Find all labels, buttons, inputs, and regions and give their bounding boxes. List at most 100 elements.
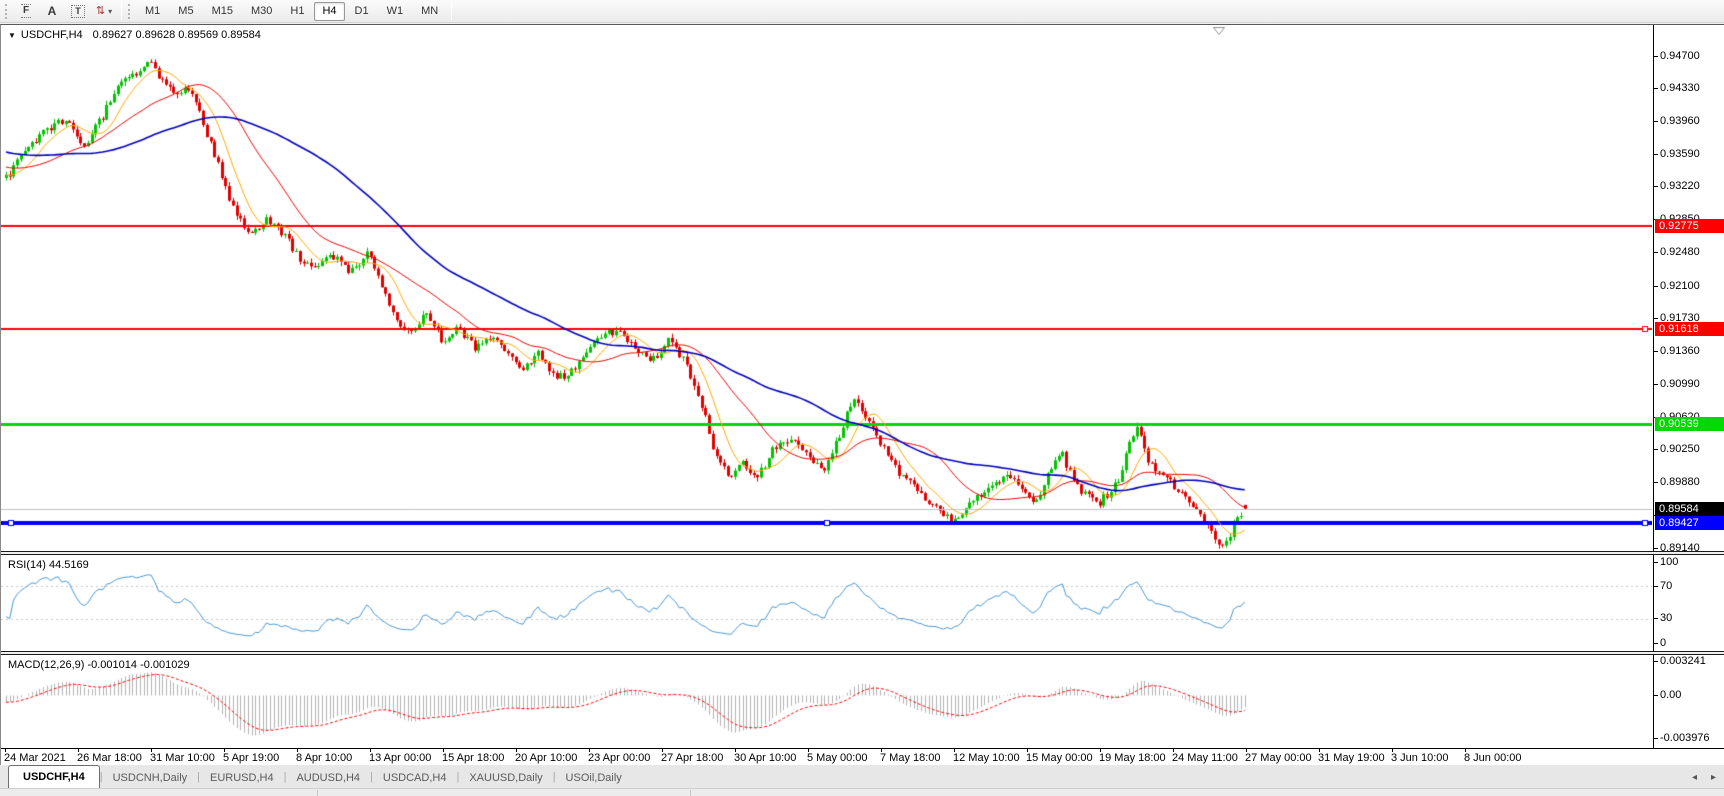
status-separator (317, 790, 318, 796)
pane-splitter[interactable] (1, 551, 1724, 555)
tool-fibonacci-button[interactable]: F (14, 2, 38, 21)
price-tick-label: 0.89140 (1654, 541, 1700, 554)
date-tick (5, 749, 6, 752)
tab-usdcnh-daily[interactable]: USDCNH,Daily (112, 771, 188, 784)
date-label: 31 Mar 10:00 (150, 752, 215, 764)
timeframe-m1-button[interactable]: M1 (145, 5, 161, 17)
date-label: 13 Apr 00:00 (369, 752, 432, 764)
date-tick (78, 749, 79, 752)
price-tick-label: 0.90250 (1654, 443, 1700, 456)
price-tick-label: 0.92480 (1654, 245, 1700, 258)
macd-label: MACD(12,26,9) -0.001014 -0.001029 (8, 659, 190, 671)
rsi-indicator-canvas[interactable] (1, 555, 1652, 651)
tool-text-button[interactable]: A (40, 2, 64, 21)
text-icon: A (47, 4, 57, 18)
date-tick (662, 749, 663, 752)
date-label: 20 Apr 10:00 (515, 752, 578, 764)
tab-xauusd-daily[interactable]: XAUUSD,Daily (469, 771, 543, 784)
toolbar-drag-handle[interactable] (5, 3, 9, 19)
tool-text-label-button[interactable]: T (66, 2, 90, 21)
macd-tick-label: 0.003241 (1654, 654, 1706, 667)
toolbar-separator (451, 2, 453, 20)
price-tick-label: 0.89880 (1654, 476, 1700, 489)
date-label: 5 Apr 19:00 (223, 752, 280, 764)
rsi-tick-label: 70 (1653, 579, 1673, 592)
toolbar-drag-handle[interactable] (128, 3, 132, 19)
tab-usdcad-h4[interactable]: USDCAD,H4 (382, 771, 447, 784)
tool-arrows-button[interactable]: ⇅ ▾ (92, 2, 116, 21)
timeframe-m30-button[interactable]: M30 (250, 5, 273, 17)
date-label: 7 May 18:00 (880, 752, 941, 764)
date-tick (297, 749, 298, 752)
tab-separator: | (283, 770, 287, 783)
date-tick (443, 749, 444, 752)
date-label: 8 Apr 10:00 (296, 752, 353, 764)
macd-indicator-canvas[interactable] (1, 655, 1652, 748)
date-tick (808, 749, 809, 752)
timeframe-m5-button[interactable]: M5 (178, 5, 194, 17)
date-label: 19 May 18:00 (1099, 752, 1166, 764)
date-label: 31 May 19:00 (1318, 752, 1385, 764)
date-label: 15 May 00:00 (1026, 752, 1093, 764)
date-label: 3 Jun 10:00 (1391, 752, 1449, 764)
timeframe-w1-button[interactable]: W1 (386, 5, 404, 17)
timeframe-h1-button[interactable]: H1 (290, 5, 305, 17)
price-tick-label: 0.93220 (1654, 180, 1700, 193)
price-tag: 0.89584 (1655, 501, 1724, 516)
date-tick (1027, 749, 1028, 752)
date-tick (589, 749, 590, 752)
date-label: 26 Mar 18:00 (77, 752, 142, 764)
tab-eurusd-h4[interactable]: EURUSD,H4 (210, 771, 274, 784)
date-tick (881, 749, 882, 752)
date-tick (224, 749, 225, 752)
price-tag: 0.91618 (1655, 321, 1724, 336)
chart-title: ▼ USDCHF,H4 0.89627 0.89628 0.89569 0.89… (8, 29, 261, 41)
date-label: 27 May 00:00 (1245, 752, 1312, 764)
timeframe-mn-button[interactable]: MN (421, 5, 439, 17)
price-tag: 0.90539 (1655, 417, 1724, 432)
pane-splitter[interactable] (1, 651, 1724, 655)
tab-separator: | (552, 770, 556, 783)
date-label: 24 May 11:00 (1172, 752, 1238, 764)
price-tick-label: 0.91730 (1654, 312, 1700, 325)
date-tick (1392, 749, 1393, 752)
date-tick (1319, 749, 1320, 752)
tab-scroll-left-icon[interactable]: ◂ (1691, 772, 1697, 783)
price-tick-label: 0.91360 (1654, 345, 1700, 358)
price-tick-label: 0.93960 (1654, 114, 1700, 127)
timeframe-h4-button[interactable]: H4 (314, 1, 345, 21)
date-label: 5 May 00:00 (807, 752, 868, 764)
dropdown-caret-icon: ▾ (108, 6, 113, 16)
price-tick-label: 0.92100 (1654, 279, 1700, 292)
tool-group: F A T ⇅ ▾ (13, 0, 117, 22)
fibonacci-icon: F (20, 4, 32, 18)
rsi-tick-label: 30 (1653, 612, 1673, 625)
time-axis: 24 Mar 2021 26 Mar 18:00 31 Mar 10:00 5 Apr… (1, 748, 1724, 765)
timeframe-d1-button[interactable]: D1 (354, 5, 369, 17)
tab-separator: | (370, 770, 373, 783)
chart-symbol-period: USDCHF,H4 (20, 29, 83, 41)
date-label: 30 Apr 10:00 (734, 752, 797, 764)
tab-usoil-daily[interactable]: USOil,Daily (565, 771, 622, 784)
date-tick (735, 749, 736, 752)
date-tick (1173, 749, 1174, 752)
chart-window: ▼ USDCHF,H4 0.89627 0.89628 0.89569 0.89… (0, 24, 1724, 765)
timeframe-m15-button[interactable]: M15 (211, 5, 233, 17)
tab-scroll-right-icon[interactable]: ▸ (1710, 772, 1716, 783)
tab-separator: | (99, 770, 103, 783)
tab-audusd-h4[interactable]: AUDUSD,H4 (296, 771, 361, 784)
chart-ohlc-values: 0.89627 0.89628 0.89569 0.89584 (92, 29, 261, 41)
date-tick (1465, 749, 1466, 752)
rsi-tick-label: 0 (1653, 636, 1667, 649)
tab-usdchf-h4[interactable]: USDCHF,H4 (8, 765, 100, 788)
toolbar-separator (121, 2, 122, 20)
date-tick (954, 749, 955, 752)
window-menu-icon[interactable]: ▼ (8, 30, 16, 40)
price-tick-label: 0.90990 (1654, 377, 1700, 390)
date-label: 23 Apr 00:00 (588, 752, 651, 764)
price-chart-canvas[interactable] (1, 25, 1652, 551)
price-tick-label: 0.93590 (1654, 147, 1700, 160)
date-tick (516, 749, 517, 752)
rsi-label: RSI(14) 44.5169 (8, 559, 89, 571)
date-tick (151, 749, 152, 752)
